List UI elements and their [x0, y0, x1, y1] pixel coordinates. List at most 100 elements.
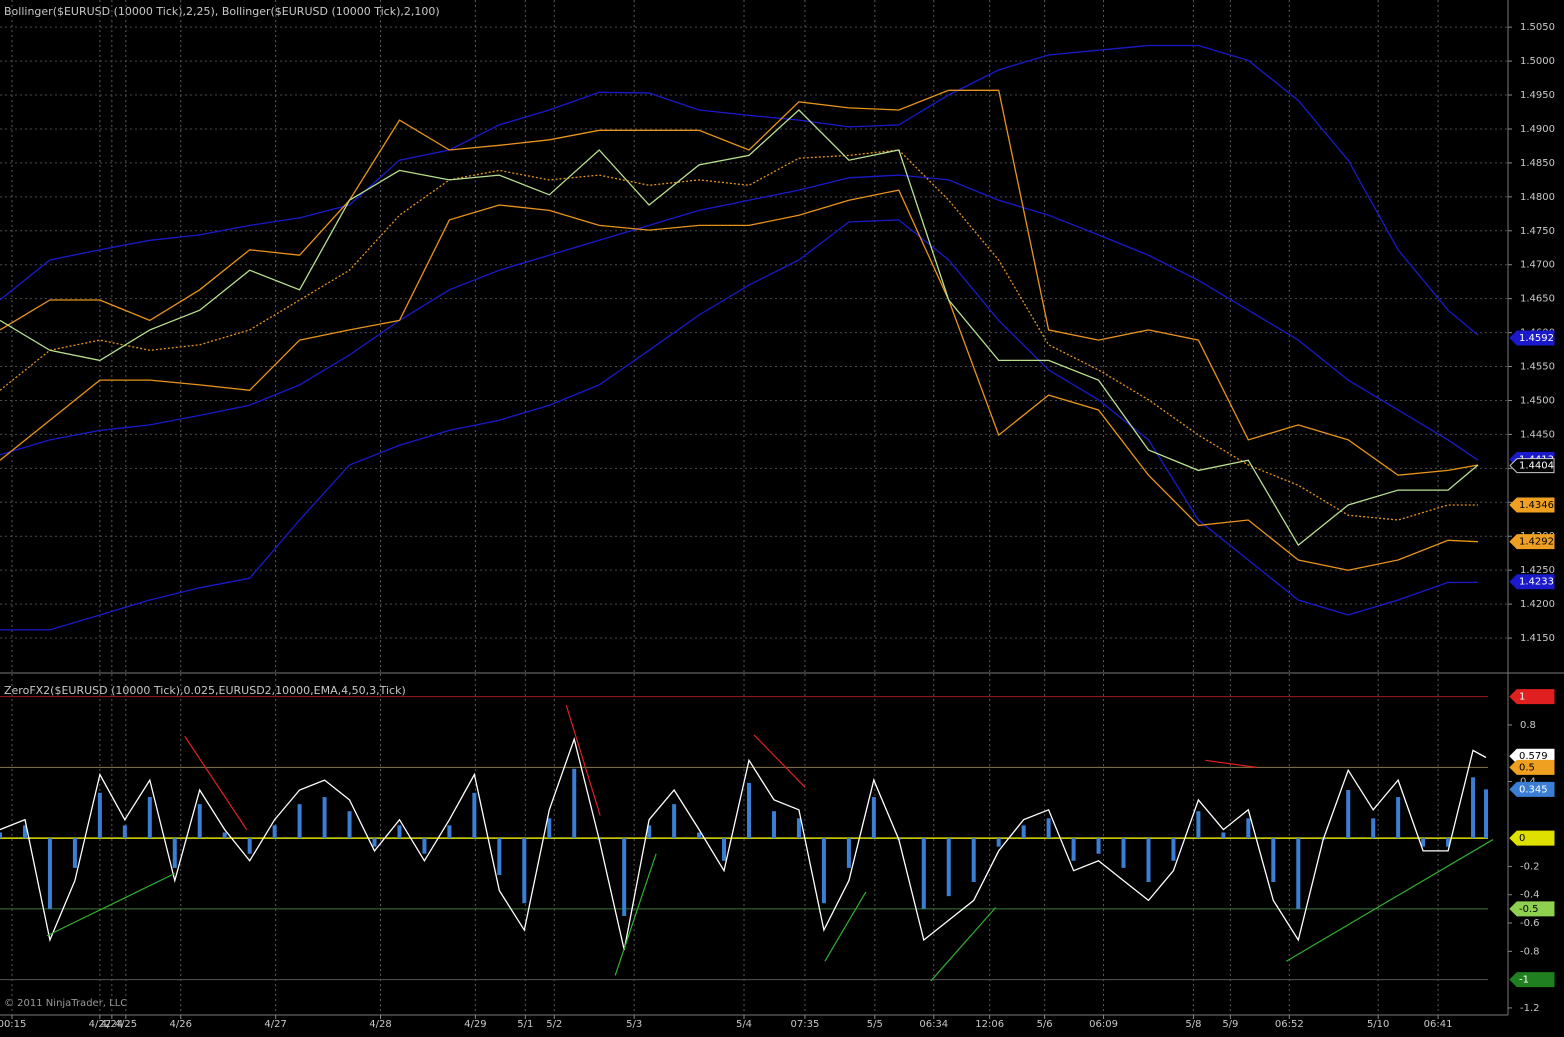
- y-tick-label: 1.4650: [1520, 294, 1555, 305]
- series-line: [0, 219, 1478, 631]
- x-tick-label: 5/6: [1037, 1019, 1053, 1030]
- price-marker-label: -0.5: [1519, 904, 1539, 915]
- x-tick-label: 5/3: [626, 1019, 642, 1030]
- histogram-bar: [22, 825, 27, 839]
- y-tick-label: -1.2: [1520, 1003, 1540, 1014]
- histogram-bar: [1121, 838, 1126, 868]
- histogram-bar: [522, 838, 527, 904]
- price-marker-label: 0.345: [1519, 784, 1548, 795]
- histogram-bar: [1396, 797, 1401, 839]
- histogram-bar: [272, 825, 277, 839]
- histogram-bar: [1346, 790, 1351, 839]
- x-tick-label: 5/9: [1222, 1019, 1238, 1030]
- histogram-bar: [47, 838, 52, 909]
- y-tick-label: 1.4500: [1520, 395, 1555, 406]
- series-line: [0, 174, 1479, 461]
- series-line: [0, 44, 1479, 336]
- x-tick-label: 06:41: [1424, 1019, 1453, 1030]
- histogram-bar: [747, 782, 752, 839]
- histogram-bar: [247, 838, 252, 854]
- y-tick-label: 1.4900: [1520, 124, 1555, 135]
- histogram-bar: [1296, 838, 1301, 909]
- x-tick-label: 4/24: [101, 1019, 123, 1030]
- price-marker: [1509, 901, 1555, 917]
- histogram-bar: [971, 838, 976, 882]
- histogram-bar: [1046, 818, 1051, 839]
- histogram-bar: [372, 838, 377, 847]
- histogram-bar: [1071, 838, 1076, 861]
- price-marker: [1509, 972, 1555, 988]
- trendline: [824, 891, 867, 962]
- histogram-bar: [347, 811, 352, 839]
- trendline: [614, 853, 657, 976]
- histogram-bar: [1171, 838, 1176, 861]
- histogram-bar: [172, 838, 177, 868]
- x-tick-label: 5/8: [1185, 1019, 1201, 1030]
- x-tick-label: 4/25: [115, 1019, 137, 1030]
- y-tick-label: 1.4750: [1520, 226, 1555, 237]
- trendline: [565, 704, 601, 816]
- histogram-bar: [1421, 838, 1426, 847]
- y-tick-label: -0.4: [1520, 890, 1540, 901]
- x-tick-label: 12:06: [975, 1019, 1004, 1030]
- price-marker-label: 1: [1519, 692, 1525, 703]
- histogram-bar: [97, 792, 102, 839]
- histogram-bar: [222, 832, 227, 839]
- x-tick-label: 00:15: [0, 1019, 26, 1030]
- histogram-bar: [497, 838, 502, 875]
- histogram-bar: [572, 768, 577, 839]
- histogram-bar: [1221, 832, 1226, 839]
- x-tick-label: 4/26: [170, 1019, 192, 1030]
- histogram-bar: [821, 838, 826, 904]
- histogram-bar: [846, 838, 851, 868]
- histogram-bar: [996, 838, 1001, 847]
- price-marker: [1509, 830, 1555, 846]
- y-tick-label: 1.4150: [1520, 633, 1555, 644]
- x-tick-label: 4/27: [264, 1019, 286, 1030]
- y-tick-label: 1.4250: [1520, 565, 1555, 576]
- trendline: [184, 735, 248, 830]
- price-marker: [1509, 458, 1555, 474]
- x-tick-label: 5/1: [517, 1019, 533, 1030]
- histogram-bar: [1196, 811, 1201, 839]
- histogram-bar: [1146, 838, 1151, 882]
- histogram-bar: [672, 804, 677, 839]
- x-tick-label: 07:35: [791, 1019, 820, 1030]
- y-tick-label: -0.8: [1520, 946, 1540, 957]
- histogram-bar: [422, 838, 427, 854]
- y-tick-label: 1.4550: [1520, 362, 1555, 373]
- price-marker: [1509, 781, 1555, 797]
- histogram-bar: [197, 804, 202, 839]
- price-marker-label: 0.579: [1519, 751, 1548, 762]
- histogram-bar: [871, 797, 876, 839]
- price-marker-label: 1.4346: [1519, 500, 1554, 511]
- y-tick-label: -0.6: [1520, 918, 1540, 929]
- price-panel-title: Bollinger($EURUSD (10000 Tick),2,25), Bo…: [4, 5, 440, 18]
- histogram-bar: [1246, 818, 1251, 839]
- trendline: [753, 734, 806, 788]
- y-tick-label: 1.4450: [1520, 429, 1555, 440]
- histogram-bar: [722, 838, 727, 861]
- price-marker-label: -1: [1519, 975, 1529, 986]
- histogram-bar: [547, 818, 552, 839]
- y-tick-label: 1.4950: [1520, 90, 1555, 101]
- y-tick-label: 0.8: [1520, 720, 1536, 731]
- histogram-bar: [397, 825, 402, 839]
- histogram-bar: [447, 825, 452, 839]
- price-marker-label: 1.4592: [1519, 333, 1554, 344]
- trendline: [1285, 839, 1494, 962]
- histogram-bar: [1446, 838, 1451, 847]
- price-marker-label: 1.4292: [1519, 537, 1554, 548]
- y-tick-label: 1.5000: [1520, 56, 1555, 67]
- histogram-bar: [72, 838, 77, 868]
- y-tick-label: 1.4200: [1520, 599, 1555, 610]
- series-line: [0, 109, 1479, 547]
- histogram-bar: [946, 838, 951, 897]
- histogram-bar: [472, 792, 477, 839]
- series-line: [0, 89, 1479, 476]
- histogram-bar: [771, 811, 776, 839]
- trendline: [46, 872, 176, 937]
- y-tick-label: 1.4850: [1520, 158, 1555, 169]
- trendline: [930, 907, 997, 982]
